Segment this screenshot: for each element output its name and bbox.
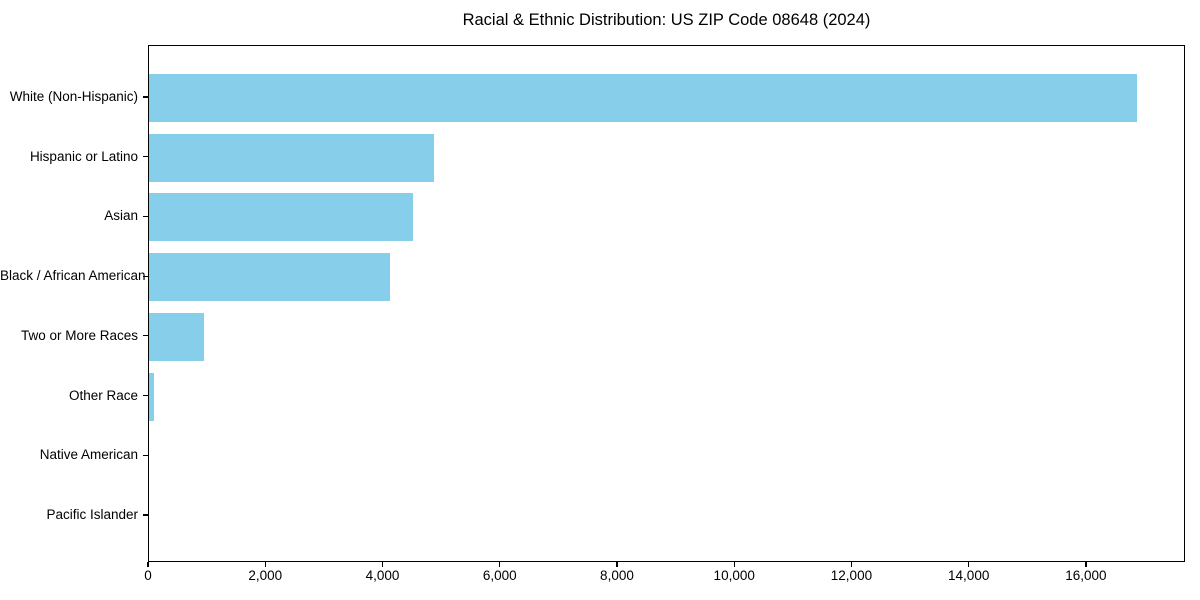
x-tick-label: 0 bbox=[144, 568, 152, 583]
x-tick-mark bbox=[264, 562, 266, 567]
x-tick-mark bbox=[616, 562, 618, 567]
y-tick-mark bbox=[143, 275, 148, 277]
y-tick-label: Native American bbox=[39, 447, 138, 463]
x-tick-mark bbox=[499, 562, 501, 567]
y-tick-label: Asian bbox=[104, 208, 138, 224]
bar-white-non-hispanic bbox=[149, 74, 1137, 122]
plot-area bbox=[148, 45, 1185, 562]
x-tick-label: 6,000 bbox=[482, 568, 517, 583]
x-tick-label: 10,000 bbox=[713, 568, 755, 583]
bar-other-race bbox=[149, 372, 154, 421]
y-tick-label: Hispanic or Latino bbox=[29, 148, 138, 164]
bar-hispanic-or-latino bbox=[149, 133, 434, 182]
bar-asian bbox=[149, 193, 413, 242]
x-tick-mark bbox=[1085, 562, 1087, 567]
x-tick-mark bbox=[381, 562, 384, 567]
bar-two-or-more-races bbox=[149, 312, 205, 361]
x-tick-label: 2,000 bbox=[248, 568, 283, 583]
x-tick-label: 12,000 bbox=[830, 568, 873, 583]
y-tick-mark bbox=[143, 394, 148, 397]
x-tick-mark bbox=[968, 562, 970, 567]
y-tick-label: Other Race bbox=[68, 387, 138, 403]
y-tick-label: Pacific Islander bbox=[46, 506, 138, 522]
chart-title: Racial & Ethnic Distribution: US ZIP Cod… bbox=[462, 11, 871, 29]
bar-black-african-american bbox=[149, 253, 390, 302]
x-tick-mark bbox=[733, 562, 735, 567]
y-tick-label: White (Non-Hispanic) bbox=[9, 89, 138, 104]
y-tick-mark bbox=[143, 156, 148, 158]
y-tick-mark bbox=[143, 215, 148, 217]
x-tick-label: 16,000 bbox=[1065, 568, 1107, 583]
y-tick-mark bbox=[143, 96, 148, 98]
y-tick-label: Two or More Races bbox=[20, 327, 138, 343]
y-tick-label: Black / African American bbox=[0, 268, 146, 284]
y-tick-mark bbox=[143, 335, 148, 337]
x-tick-label: 8,000 bbox=[600, 568, 634, 583]
x-tick-label: 4,000 bbox=[365, 568, 400, 583]
y-tick-mark bbox=[143, 454, 148, 456]
x-tick-mark bbox=[850, 562, 853, 567]
x-tick-label: 14,000 bbox=[948, 568, 990, 583]
x-tick-mark bbox=[147, 562, 149, 567]
y-tick-mark bbox=[143, 514, 148, 516]
